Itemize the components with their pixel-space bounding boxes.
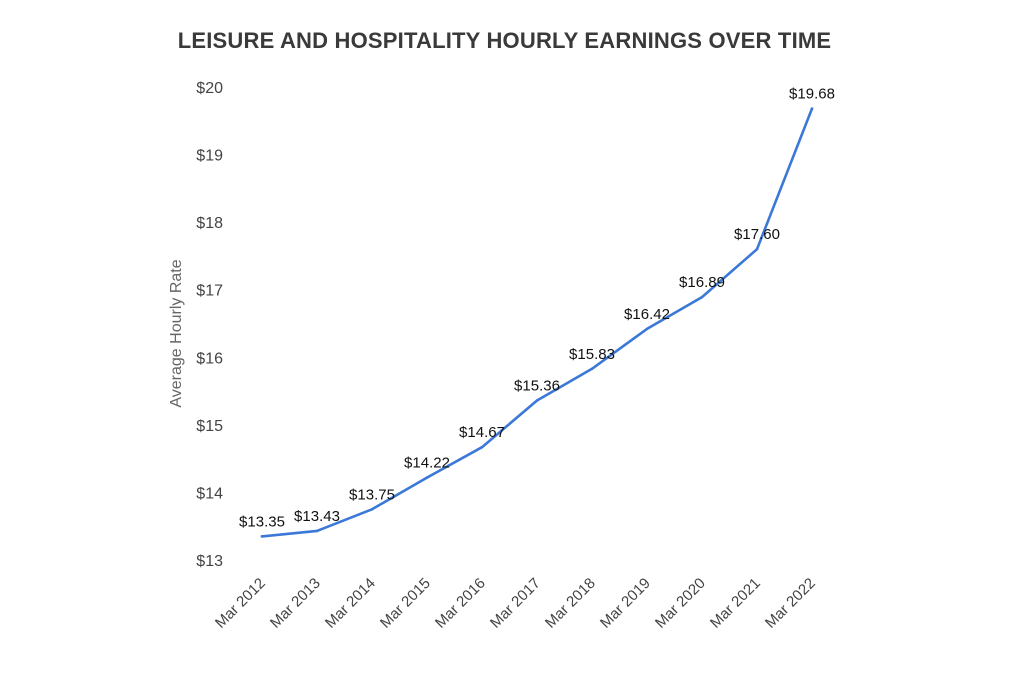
data-point [370, 508, 374, 511]
x-tick-label: Mar 2021 [707, 575, 764, 632]
x-tick-label: Mar 2022 [762, 575, 819, 632]
data-point [700, 295, 704, 299]
y-tick-label: $16 [196, 350, 223, 367]
y-axis-label: Average Hourly Rate [168, 259, 185, 407]
data-label: $16.89 [679, 274, 725, 291]
data-point [590, 367, 594, 371]
x-tick-label: Mar 2020 [652, 575, 709, 632]
data-label: $19.68 [789, 86, 835, 103]
data-label: $16.42 [624, 306, 670, 323]
data-label: $14.22 [404, 455, 450, 472]
y-tick-label: $18 [196, 215, 223, 232]
y-tick-label: $14 [196, 485, 223, 502]
data-label: $17.60 [734, 226, 780, 243]
data-label: $13.35 [239, 513, 285, 530]
x-tick-label: Mar 2018 [542, 575, 599, 632]
data-label: $15.36 [514, 378, 560, 395]
y-tick-label: $20 [196, 80, 223, 97]
data-label: $13.75 [349, 486, 395, 503]
data-point [425, 476, 429, 479]
x-tick-label: Mar 2016 [432, 575, 489, 632]
y-tick-label: $13 [196, 553, 223, 570]
data-point [535, 399, 539, 402]
data-point [260, 535, 264, 538]
x-tick-label: Mar 2015 [377, 575, 434, 632]
data-label: $13.43 [294, 508, 340, 525]
x-tick-label: Mar 2014 [322, 575, 379, 632]
x-tick-label: Mar 2019 [597, 575, 654, 632]
y-tick-label: $19 [196, 148, 223, 165]
x-tick-label: Mar 2013 [267, 575, 324, 632]
series-line [260, 107, 814, 538]
y-tick-label: $17 [196, 283, 223, 300]
y-axis: $13 $14 $15 $16 $17 $18 $19 $20 Average Hourly R… [168, 80, 223, 570]
chart-title: LEISURE AND HOSPITALITY HOURLY EARNINGS … [177, 28, 832, 53]
data-labels: $13.35 $13.43 $13.75 $14.22 $14.67 $15.36 $15.… [239, 86, 835, 531]
data-point [480, 445, 484, 449]
data-point [755, 247, 759, 251]
data-point [645, 327, 649, 331]
series [260, 107, 814, 538]
data-label: $14.67 [459, 424, 505, 441]
x-tick-label: Mar 2017 [487, 575, 544, 632]
data-point [810, 107, 814, 110]
y-tick-label: $15 [196, 418, 223, 435]
data-label: $15.83 [569, 346, 615, 363]
x-tick-label: Mar 2012 [212, 575, 269, 632]
data-point [315, 529, 319, 533]
